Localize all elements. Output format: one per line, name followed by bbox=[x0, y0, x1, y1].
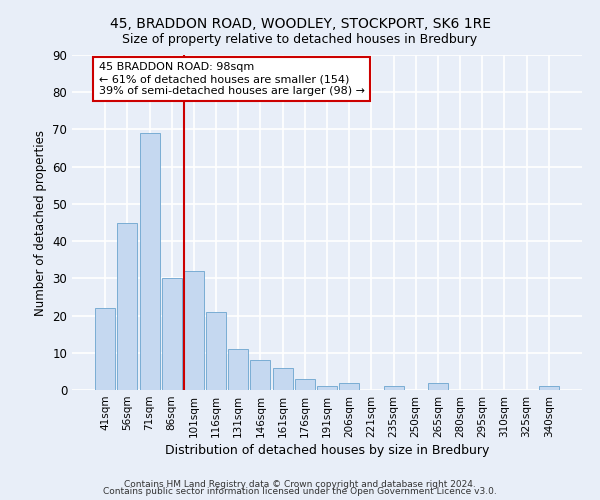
Bar bbox=[95, 308, 115, 390]
Text: Size of property relative to detached houses in Bredbury: Size of property relative to detached ho… bbox=[122, 32, 478, 46]
Y-axis label: Number of detached properties: Number of detached properties bbox=[34, 130, 47, 316]
Bar bbox=[339, 382, 359, 390]
Bar bbox=[317, 386, 337, 390]
Text: 45, BRADDON ROAD, WOODLEY, STOCKPORT, SK6 1RE: 45, BRADDON ROAD, WOODLEY, STOCKPORT, SK… bbox=[110, 18, 491, 32]
Bar bbox=[539, 386, 559, 390]
Bar bbox=[295, 379, 315, 390]
Bar bbox=[250, 360, 271, 390]
Bar bbox=[428, 382, 448, 390]
Bar bbox=[162, 278, 182, 390]
Text: Contains HM Land Registry data © Crown copyright and database right 2024.: Contains HM Land Registry data © Crown c… bbox=[124, 480, 476, 489]
Bar bbox=[118, 222, 137, 390]
Bar bbox=[184, 271, 204, 390]
X-axis label: Distribution of detached houses by size in Bredbury: Distribution of detached houses by size … bbox=[165, 444, 489, 457]
Text: Contains public sector information licensed under the Open Government Licence v3: Contains public sector information licen… bbox=[103, 487, 497, 496]
Bar bbox=[272, 368, 293, 390]
Bar bbox=[228, 349, 248, 390]
Bar bbox=[383, 386, 404, 390]
Text: 45 BRADDON ROAD: 98sqm
← 61% of detached houses are smaller (154)
39% of semi-de: 45 BRADDON ROAD: 98sqm ← 61% of detached… bbox=[98, 62, 365, 96]
Bar bbox=[140, 133, 160, 390]
Bar bbox=[206, 312, 226, 390]
